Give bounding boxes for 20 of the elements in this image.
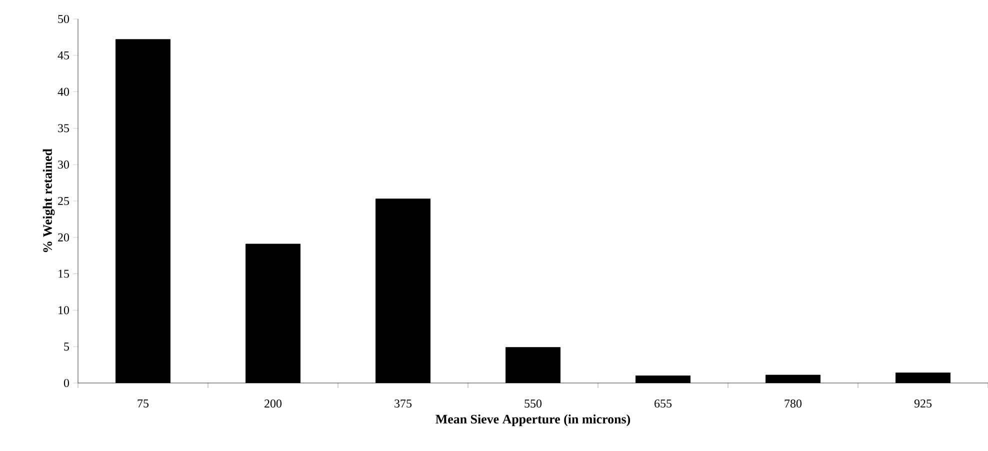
x-tick-label: 550 xyxy=(524,400,542,408)
y-tick-label: 45 xyxy=(58,51,70,60)
y-axis-title: % Weight retained xyxy=(42,148,55,252)
x-tick-label: 780 xyxy=(784,400,802,408)
x-axis-title: Mean Sieve Apperture (in microns) xyxy=(436,414,630,426)
y-tick-label: 15 xyxy=(58,270,70,278)
x-tick-label: 925 xyxy=(914,400,932,408)
x-tick-label: 75 xyxy=(138,400,149,408)
y-tick-label: 25 xyxy=(58,196,70,206)
x-tick-label: 200 xyxy=(264,400,282,408)
y-tick-label: 30 xyxy=(58,160,70,169)
y-tick-label: 0 xyxy=(64,378,70,388)
y-tick-label: 40 xyxy=(58,88,70,96)
y-tick-label: 10 xyxy=(58,306,70,314)
y-tick-label: 5 xyxy=(64,342,70,351)
x-tick-label: 375 xyxy=(394,400,412,408)
y-tick-label: 50 xyxy=(58,14,70,24)
y-tick-label: 35 xyxy=(58,124,70,132)
x-tick-label: 655 xyxy=(654,400,672,408)
y-tick-label: 20 xyxy=(58,233,70,242)
